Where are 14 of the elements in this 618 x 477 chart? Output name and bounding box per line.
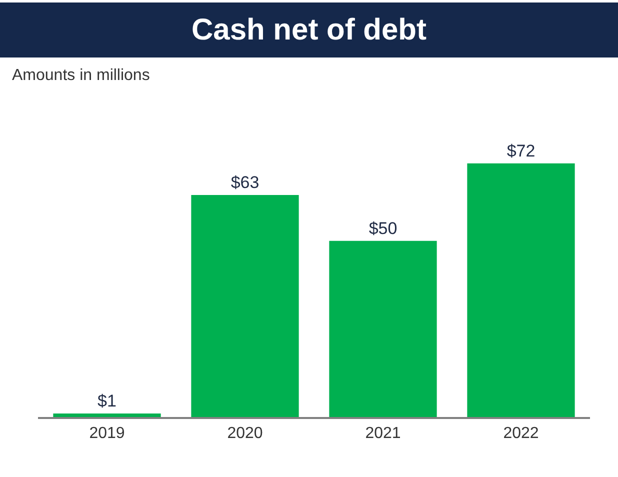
x-tick-label: 2020 xyxy=(227,424,263,442)
bar xyxy=(191,195,299,417)
x-tick-label: 2021 xyxy=(365,424,401,442)
bar xyxy=(329,240,437,417)
bar xyxy=(467,163,575,417)
x-tick-label: 2022 xyxy=(503,424,539,442)
chart-title: Cash net of debt xyxy=(191,14,427,46)
bar xyxy=(53,413,161,417)
data-label: $50 xyxy=(368,218,398,238)
data-label: $1 xyxy=(98,391,116,410)
chart-subtitle: Amounts in millions xyxy=(12,67,150,84)
data-label: $63 xyxy=(230,173,260,192)
data-label: $72 xyxy=(506,141,536,160)
x-tick-label: 2019 xyxy=(89,424,125,442)
